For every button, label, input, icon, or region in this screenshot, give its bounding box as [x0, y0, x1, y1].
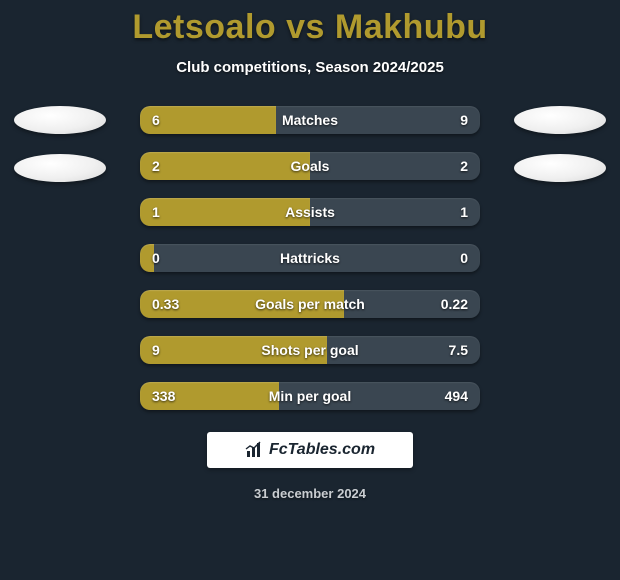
- subtitle: Club competitions, Season 2024/2025: [0, 59, 620, 76]
- team-logo-right-2: [514, 154, 606, 182]
- stat-row: 6 Matches 9: [140, 106, 480, 134]
- stat-left-value: 338: [152, 388, 175, 404]
- stat-right-value: 2: [460, 158, 468, 174]
- stat-right-value: 494: [445, 388, 468, 404]
- page-title: Letsoalo vs Makhubu: [0, 0, 620, 47]
- stat-row: 9 Shots per goal 7.5: [140, 336, 480, 364]
- chart-icon: [245, 441, 263, 459]
- stat-left-value: 1: [152, 204, 160, 220]
- stat-right-value: 0: [460, 250, 468, 266]
- right-logos: [514, 106, 606, 182]
- stat-row: 2 Goals 2: [140, 152, 480, 180]
- stat-label: Goals per match: [255, 296, 365, 312]
- team-logo-left-1: [14, 106, 106, 134]
- left-logos: [14, 106, 106, 182]
- stat-label: Min per goal: [269, 388, 351, 404]
- stat-row: 338 Min per goal 494: [140, 382, 480, 410]
- stat-left-value: 2: [152, 158, 160, 174]
- stat-row: 1 Assists 1: [140, 198, 480, 226]
- stat-bars: 6 Matches 9 2 Goals 2 1 Assists 1 0 Hattricks 0 0.33…: [140, 106, 480, 410]
- stat-label: Assists: [285, 204, 335, 220]
- stat-fill: [140, 106, 276, 134]
- branding-text: FcTables.com: [269, 441, 375, 459]
- branding-badge[interactable]: FcTables.com: [207, 432, 413, 468]
- footer-date: 31 december 2024: [0, 486, 620, 501]
- comparison-area: 6 Matches 9 2 Goals 2 1 Assists 1 0 Hattricks 0 0.33…: [0, 106, 620, 410]
- stat-label: Goals: [291, 158, 330, 174]
- stat-row: 0 Hattricks 0: [140, 244, 480, 272]
- team-logo-right-1: [514, 106, 606, 134]
- stat-row: 0.33 Goals per match 0.22: [140, 290, 480, 318]
- stat-left-value: 6: [152, 112, 160, 128]
- stat-fill: [140, 152, 310, 180]
- stat-label: Matches: [282, 112, 338, 128]
- stat-right-value: 0.22: [441, 296, 468, 312]
- stat-left-value: 0.33: [152, 296, 179, 312]
- stat-left-value: 9: [152, 342, 160, 358]
- stat-left-value: 0: [152, 250, 160, 266]
- stat-right-value: 9: [460, 112, 468, 128]
- team-logo-left-2: [14, 154, 106, 182]
- stat-right-value: 1: [460, 204, 468, 220]
- stat-label: Hattricks: [280, 250, 340, 266]
- stat-label: Shots per goal: [261, 342, 358, 358]
- stat-right-value: 7.5: [449, 342, 468, 358]
